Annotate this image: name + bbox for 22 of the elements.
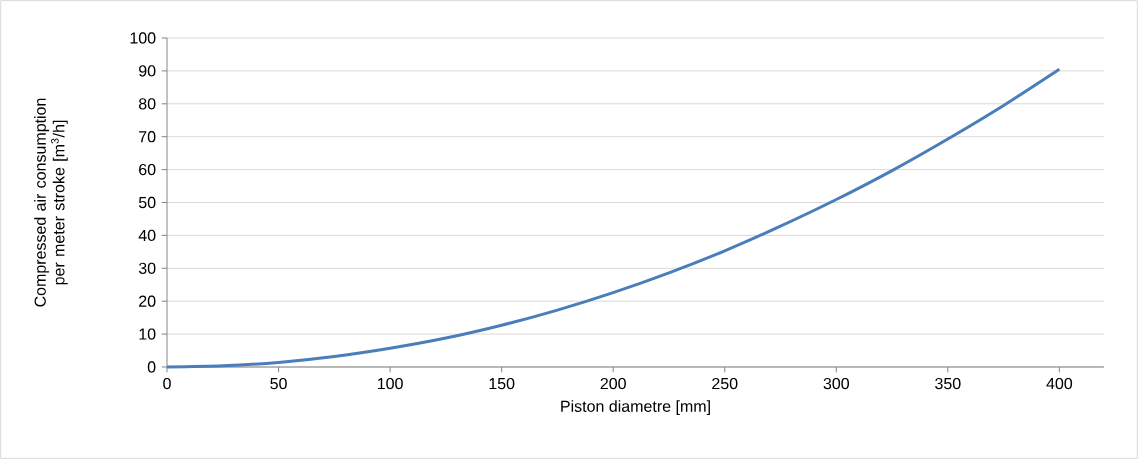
x-tick-label: 150 bbox=[489, 377, 515, 390]
x-tick-label: 0 bbox=[163, 377, 171, 390]
x-tick-label: 50 bbox=[270, 377, 287, 390]
x-tick-label: 200 bbox=[600, 377, 626, 390]
x-tick-label: 400 bbox=[1046, 377, 1073, 390]
x-tick-label: 100 bbox=[377, 377, 403, 390]
y-tick-label: 60 bbox=[139, 163, 156, 176]
y-tick-label: 100 bbox=[130, 32, 156, 44]
y-tick-label: 0 bbox=[147, 361, 156, 373]
y-tick-label: 70 bbox=[139, 131, 156, 143]
y-tick-label: 80 bbox=[138, 98, 156, 110]
y-tick-label: 10 bbox=[139, 328, 156, 340]
x-tick-label: 350 bbox=[935, 377, 961, 390]
y-tick-label: 30 bbox=[138, 262, 156, 274]
line-series bbox=[165, 67, 1061, 369]
y-tick-label: 90 bbox=[139, 65, 156, 77]
x-axis-title: Piston diametre [mm] bbox=[561, 400, 710, 416]
x-tick-label: 300 bbox=[823, 377, 850, 390]
y-tick-label: 40 bbox=[138, 229, 156, 242]
y-tick-label: 20 bbox=[139, 295, 156, 307]
x-tick-label: 250 bbox=[712, 377, 738, 390]
y-tick-label: 50 bbox=[138, 196, 156, 209]
